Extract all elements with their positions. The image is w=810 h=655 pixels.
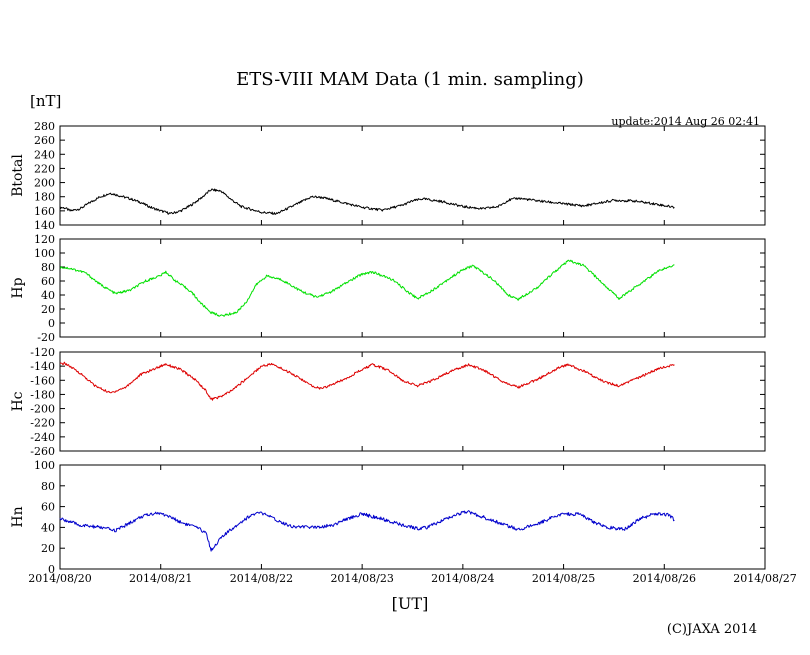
y-tick-label: 140 <box>34 219 55 232</box>
series-line-hp <box>59 259 675 317</box>
panel-frame <box>59 464 766 570</box>
y-tick-label: 40 <box>41 289 55 302</box>
y-tick-label: 240 <box>34 148 55 161</box>
x-tick-label: 2014/08/21 <box>129 572 192 585</box>
y-tick-label: -20 <box>37 331 55 344</box>
panel-frame <box>59 351 766 452</box>
y-tick-label: -120 <box>30 346 55 359</box>
y-tick-label: 40 <box>41 521 55 534</box>
panel-hc: -260-240-220-200 -180-160-140-120 Hc <box>10 346 766 458</box>
copyright: (C)JAXA 2014 <box>667 622 757 637</box>
unit-label: [nT] <box>30 92 61 110</box>
update-timestamp: update:2014 Aug 26 02:41 <box>611 115 760 128</box>
y-tick-label: 20 <box>41 303 55 316</box>
panel-ylabel: Hp <box>10 277 26 298</box>
series-line-hc <box>59 361 675 401</box>
x-tick-label: 2014/08/20 <box>28 572 91 585</box>
y-tick-label: 220 <box>34 162 55 175</box>
y-tick-label: 0 <box>48 563 55 576</box>
y-tick-label: 80 <box>41 261 55 274</box>
y-tick-label: -200 <box>30 403 55 416</box>
y-tick-label: 0 <box>48 317 55 330</box>
y-tick-label: -140 <box>30 360 55 373</box>
y-tick-label: -260 <box>30 445 55 458</box>
y-tick-label: -240 <box>30 431 55 444</box>
x-tick-label: 2014/08/27 <box>733 572 796 585</box>
y-tick-label: 80 <box>41 480 55 493</box>
y-tick-label: 20 <box>41 542 55 555</box>
y-tick-label: 280 <box>34 120 55 133</box>
panel-ylabel: Hc <box>10 391 26 411</box>
y-tick-label: 180 <box>34 191 55 204</box>
y-tick-label: 160 <box>34 205 55 218</box>
panel-ylabel: Hn <box>10 506 26 527</box>
y-tick-label: 60 <box>41 501 55 514</box>
y-tick-label: 100 <box>34 459 55 472</box>
y-tick-label: 100 <box>34 247 55 260</box>
panel-ylabel: Btotal <box>10 154 26 197</box>
x-tick-label: 2014/08/22 <box>230 572 293 585</box>
x-tick-label: 2014/08/25 <box>532 572 595 585</box>
panel-frame <box>59 238 766 338</box>
chart-title: ETS-VIII MAM Data (1 min. sampling) <box>236 69 584 90</box>
series-line-btotal <box>59 188 675 215</box>
panel-frame <box>59 125 766 226</box>
panel-hn: 0 20 40 60 80 100 Hn <box>10 459 766 576</box>
x-tick-label: 2014/08/23 <box>330 572 393 585</box>
y-tick-label: 60 <box>41 275 55 288</box>
y-tick-label: -180 <box>30 388 55 401</box>
y-tick-label: 200 <box>34 177 55 190</box>
x-tick-label: 2014/08/24 <box>431 572 494 585</box>
y-tick-label: -160 <box>30 374 55 387</box>
y-tick-label: 120 <box>34 233 55 246</box>
series-line-hn <box>59 510 675 552</box>
x-tick-label: 2014/08/26 <box>633 572 696 585</box>
x-axis-label: [UT] <box>392 594 429 613</box>
y-tick-label: -220 <box>30 417 55 430</box>
y-tick-label: 260 <box>34 134 55 147</box>
